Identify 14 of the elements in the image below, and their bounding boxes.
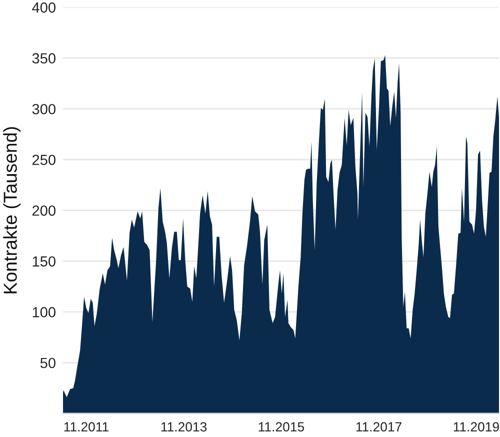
x-tick-label: 11.2019 — [454, 422, 499, 432]
y-axis-title: Kontrakte (Tausend) — [3, 127, 21, 294]
y-tick-label: 250 — [32, 154, 56, 166]
y-tick-label: 350 — [32, 53, 56, 64]
y-tick-label: 100 — [32, 307, 56, 318]
x-tick-label: 11.2011 — [64, 422, 108, 432]
x-tick-label: 11.2013 — [161, 422, 207, 432]
y-tick-label: 300 — [32, 104, 56, 114]
y-tick-label: 150 — [32, 256, 56, 267]
x-tick-label: 11.2015 — [258, 422, 304, 432]
y-tick-label: 400 — [32, 2, 56, 13]
y-tick-label: 50 — [40, 358, 56, 368]
x-tick-label: 11.2017 — [356, 422, 402, 432]
y-tick-label: 200 — [32, 205, 56, 216]
